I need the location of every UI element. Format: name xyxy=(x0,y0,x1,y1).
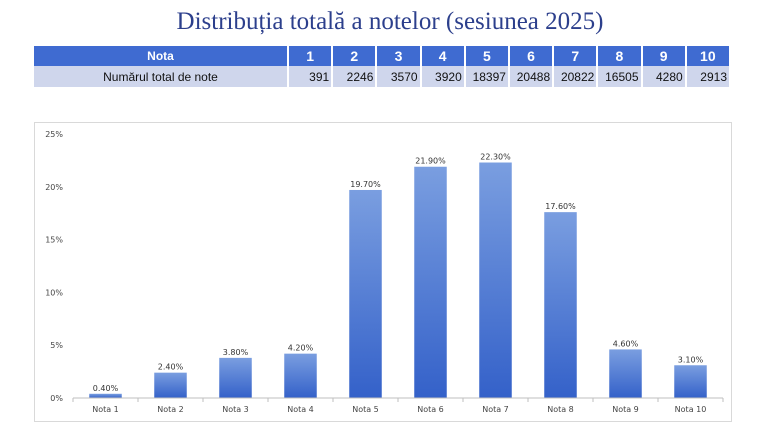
table-row: Numărul total de note 391 2246 3570 3920… xyxy=(34,66,732,87)
grade-header: 2 xyxy=(332,46,378,66)
grade-header: 9 xyxy=(641,46,687,66)
bar xyxy=(544,212,577,398)
count-cell: 16505 xyxy=(597,66,643,87)
x-tick-label: Nota 10 xyxy=(675,405,707,414)
x-tick-label: Nota 8 xyxy=(547,405,574,414)
bar xyxy=(284,353,317,398)
grade-header: 10 xyxy=(685,46,732,66)
page-title: Distribuția totală a notelor (sesiunea 2… xyxy=(176,8,604,35)
y-axis: 0% 5% 10% 15% 20% 25% xyxy=(45,130,63,403)
bar xyxy=(154,372,187,398)
table-row-label: Numărul total de note xyxy=(34,66,289,87)
grades-table: Nota 1 2 3 4 5 6 7 8 9 10 Numărul total … xyxy=(34,46,732,87)
data-label: 3.80% xyxy=(223,348,249,357)
bar xyxy=(414,166,447,398)
bar-chart: 0% 5% 10% 15% 20% 25% 0.40% 2.40% 3.80% 4.20% 19.… xyxy=(45,130,724,414)
data-label: 22.30% xyxy=(480,153,511,162)
x-tick-label: Nota 6 xyxy=(417,405,444,414)
grade-header: 5 xyxy=(464,46,510,66)
x-tick-label: Nota 2 xyxy=(157,405,184,414)
count-cell: 4280 xyxy=(641,66,687,87)
y-tick-label: 5% xyxy=(50,341,63,350)
x-tick-label: Nota 9 xyxy=(612,405,639,414)
x-tick-label: Nota 4 xyxy=(287,405,314,414)
count-cell: 3920 xyxy=(420,66,466,87)
y-tick-label: 25% xyxy=(45,130,63,139)
count-cell: 2913 xyxy=(685,66,732,87)
data-label: 4.20% xyxy=(288,344,314,353)
y-tick-label: 10% xyxy=(45,288,63,297)
y-tick-label: 15% xyxy=(45,236,63,245)
data-label: 19.70% xyxy=(350,180,381,189)
count-cell: 20822 xyxy=(553,66,599,87)
data-label: 2.40% xyxy=(158,363,184,372)
data-label: 21.90% xyxy=(415,157,446,166)
x-tick-label: Nota 1 xyxy=(92,405,119,414)
x-tick-label: Nota 3 xyxy=(222,405,249,414)
grade-header: 7 xyxy=(553,46,599,66)
count-cell: 18397 xyxy=(464,66,510,87)
y-tick-label: 20% xyxy=(45,183,63,192)
count-cell: 2246 xyxy=(332,66,378,87)
chart-frame: 0% 5% 10% 15% 20% 25% 0.40% 2.40% 3.80% 4.20% 19.… xyxy=(34,122,732,422)
grade-header: 1 xyxy=(288,46,334,66)
bar xyxy=(479,162,512,398)
data-label: 4.60% xyxy=(613,339,639,348)
table-header-label: Nota xyxy=(34,46,289,66)
grade-header: 6 xyxy=(508,46,555,66)
bar xyxy=(89,393,122,398)
x-axis: Nota 1 Nota 2 Nota 3 Nota 4 Nota 5 Nota 6 Nota… xyxy=(72,397,724,414)
bar xyxy=(219,357,252,398)
grade-header: 4 xyxy=(420,46,466,66)
bar xyxy=(609,349,642,398)
x-tick-label: Nota 5 xyxy=(352,405,379,414)
count-cell: 391 xyxy=(288,66,334,87)
x-tick-label: Nota 7 xyxy=(482,405,509,414)
data-label: 3.10% xyxy=(678,355,704,364)
count-cell: 3570 xyxy=(376,66,422,87)
data-label: 0.40% xyxy=(93,384,119,393)
count-cell: 20488 xyxy=(508,66,555,87)
bars: 0.40% 2.40% 3.80% 4.20% 19.70% 21.90% 22.30% 17… xyxy=(89,153,707,398)
y-tick-label: 0% xyxy=(50,394,63,403)
bar xyxy=(674,365,707,398)
grade-header: 3 xyxy=(376,46,422,66)
data-label: 17.60% xyxy=(545,202,576,211)
bar xyxy=(349,189,382,398)
table-header-row: Nota 1 2 3 4 5 6 7 8 9 10 xyxy=(34,46,732,66)
grade-header: 8 xyxy=(597,46,643,66)
